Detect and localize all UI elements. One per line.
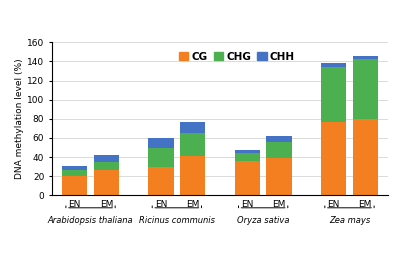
Bar — [94, 155, 119, 162]
Bar — [321, 63, 346, 67]
Bar — [321, 122, 346, 195]
Bar — [266, 158, 292, 195]
Bar — [148, 167, 174, 195]
Y-axis label: DNA methylation level (%): DNA methylation level (%) — [15, 59, 24, 179]
Text: Oryza sativa: Oryza sativa — [237, 216, 290, 225]
Bar — [235, 161, 260, 195]
Bar — [62, 176, 87, 195]
Bar — [180, 122, 205, 133]
Text: Arabidopsis thaliana: Arabidopsis thaliana — [48, 216, 133, 225]
Bar — [266, 142, 292, 158]
Bar — [235, 153, 260, 161]
Bar — [353, 119, 378, 195]
Bar — [180, 133, 205, 156]
Bar — [266, 136, 292, 142]
Bar — [353, 56, 378, 59]
Legend: CG, CHG, CHH: CG, CHG, CHH — [174, 48, 299, 66]
Bar — [148, 138, 174, 148]
Bar — [62, 171, 87, 176]
Text: Ricinus communis: Ricinus communis — [139, 216, 215, 225]
Bar — [353, 59, 378, 119]
Bar — [94, 162, 119, 171]
Bar — [148, 148, 174, 167]
Bar — [94, 171, 119, 195]
Bar — [321, 67, 346, 122]
Bar — [180, 156, 205, 195]
Text: Zea mays: Zea mays — [329, 216, 370, 225]
Bar — [235, 150, 260, 153]
Bar — [62, 166, 87, 171]
